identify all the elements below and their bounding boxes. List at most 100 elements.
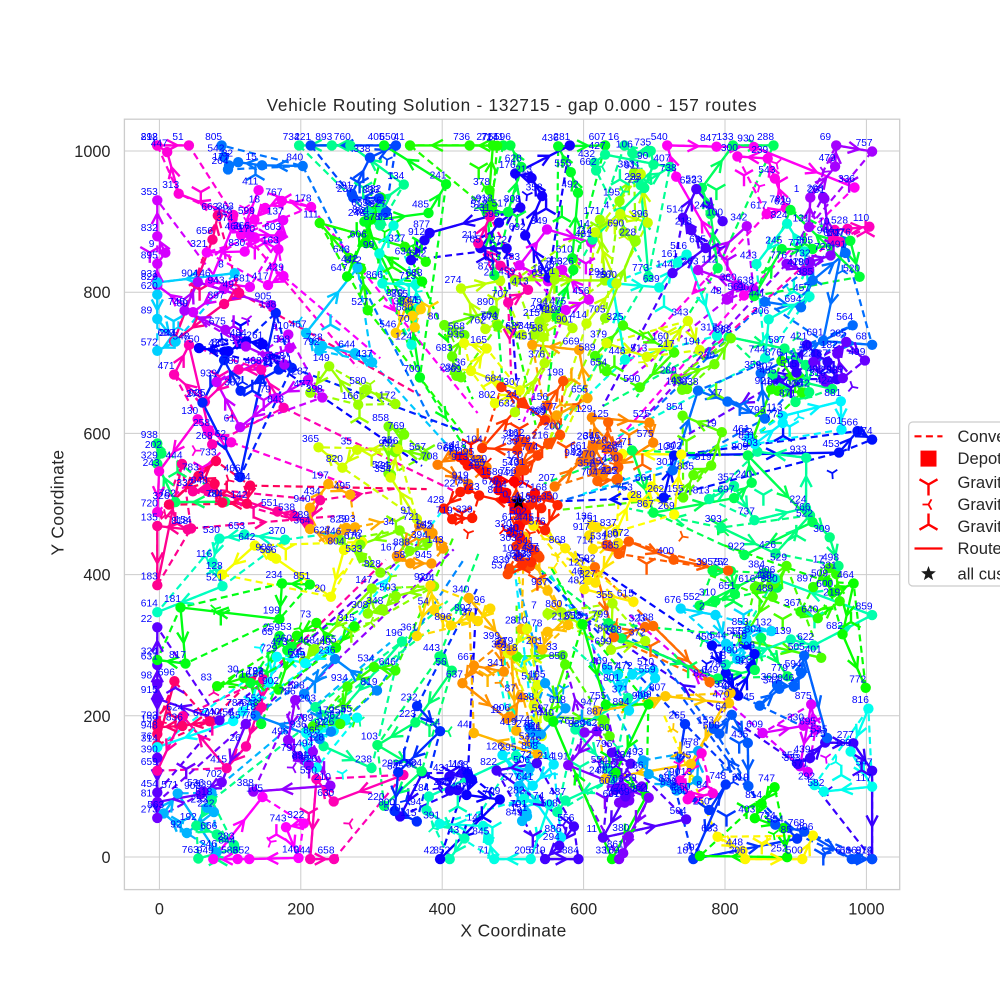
svg-text:740: 740 bbox=[203, 707, 220, 718]
svg-text:381: 381 bbox=[503, 429, 520, 440]
svg-text:190: 190 bbox=[792, 257, 809, 268]
svg-text:945: 945 bbox=[415, 550, 432, 561]
svg-text:129: 129 bbox=[575, 404, 592, 415]
svg-text:195: 195 bbox=[603, 188, 620, 199]
svg-text:492: 492 bbox=[562, 179, 579, 190]
svg-text:1000: 1000 bbox=[848, 901, 884, 919]
svg-text:432: 432 bbox=[578, 149, 595, 160]
svg-text:236: 236 bbox=[318, 646, 335, 657]
svg-text:843: 843 bbox=[267, 394, 284, 405]
svg-text:363: 363 bbox=[217, 201, 234, 212]
svg-text:553: 553 bbox=[245, 694, 262, 705]
svg-text:355: 355 bbox=[596, 590, 613, 601]
svg-text:3: 3 bbox=[198, 470, 204, 481]
svg-text:229: 229 bbox=[545, 305, 562, 316]
svg-text:597: 597 bbox=[532, 703, 549, 714]
svg-text:548: 548 bbox=[173, 332, 190, 343]
svg-text:793: 793 bbox=[141, 711, 158, 722]
svg-text:66: 66 bbox=[443, 443, 455, 454]
svg-text:745: 745 bbox=[168, 297, 185, 308]
svg-text:569: 569 bbox=[613, 787, 630, 798]
svg-text:296: 296 bbox=[382, 759, 399, 770]
svg-text:41: 41 bbox=[394, 132, 406, 143]
svg-text:452: 452 bbox=[590, 457, 607, 468]
svg-text:404: 404 bbox=[722, 682, 739, 693]
svg-text:854: 854 bbox=[666, 402, 683, 413]
svg-text:500: 500 bbox=[786, 846, 803, 857]
svg-text:56: 56 bbox=[435, 657, 447, 668]
svg-text:407: 407 bbox=[653, 154, 670, 165]
svg-text:879: 879 bbox=[856, 846, 873, 857]
svg-text:792: 792 bbox=[303, 337, 320, 348]
svg-text:136: 136 bbox=[576, 512, 593, 523]
svg-text:347: 347 bbox=[763, 675, 780, 686]
svg-text:346: 346 bbox=[583, 431, 600, 442]
svg-text:281: 281 bbox=[553, 132, 570, 143]
svg-text:232: 232 bbox=[401, 693, 418, 704]
svg-text:330: 330 bbox=[787, 712, 804, 723]
svg-text:609: 609 bbox=[746, 719, 763, 730]
svg-text:801: 801 bbox=[603, 673, 620, 684]
svg-text:Routes: Routes bbox=[958, 539, 1000, 558]
svg-text:634: 634 bbox=[395, 247, 412, 258]
svg-text:869: 869 bbox=[445, 364, 462, 375]
svg-text:402: 402 bbox=[450, 781, 467, 792]
svg-text:198: 198 bbox=[547, 368, 564, 379]
svg-text:611: 611 bbox=[835, 846, 852, 857]
svg-text:22: 22 bbox=[141, 614, 153, 625]
svg-text:393: 393 bbox=[705, 514, 722, 525]
svg-text:13: 13 bbox=[681, 767, 693, 778]
svg-text:283: 283 bbox=[218, 832, 235, 843]
svg-text:261: 261 bbox=[246, 331, 263, 342]
svg-text:816: 816 bbox=[852, 695, 869, 706]
svg-text:692: 692 bbox=[509, 222, 526, 233]
svg-text:571: 571 bbox=[161, 780, 178, 791]
svg-text:200: 200 bbox=[83, 708, 110, 726]
svg-text:30: 30 bbox=[227, 664, 239, 675]
svg-text:160: 160 bbox=[652, 332, 669, 343]
svg-text:124: 124 bbox=[395, 331, 412, 342]
svg-text:728: 728 bbox=[306, 332, 323, 343]
svg-text:29: 29 bbox=[628, 174, 640, 185]
svg-text:824: 824 bbox=[771, 210, 788, 221]
svg-text:184: 184 bbox=[412, 783, 429, 794]
svg-text:913: 913 bbox=[451, 452, 468, 463]
svg-text:764: 764 bbox=[480, 311, 497, 322]
svg-text:235: 235 bbox=[440, 362, 457, 373]
svg-text:369: 369 bbox=[761, 672, 778, 683]
svg-text:431: 431 bbox=[433, 763, 450, 774]
svg-text:744: 744 bbox=[749, 345, 766, 356]
svg-text:199: 199 bbox=[263, 606, 280, 617]
svg-text:144: 144 bbox=[656, 260, 673, 271]
svg-text:0: 0 bbox=[155, 901, 164, 919]
svg-text:446: 446 bbox=[609, 346, 626, 357]
svg-text:371: 371 bbox=[612, 685, 629, 696]
svg-text:868: 868 bbox=[549, 535, 566, 546]
svg-text:570: 570 bbox=[384, 803, 401, 814]
svg-text:789: 789 bbox=[296, 713, 313, 724]
svg-text:220: 220 bbox=[368, 792, 385, 803]
svg-text:683: 683 bbox=[436, 343, 453, 354]
svg-text:709: 709 bbox=[483, 786, 500, 797]
svg-text:860: 860 bbox=[545, 599, 562, 610]
svg-text:427: 427 bbox=[589, 141, 606, 152]
svg-text:757: 757 bbox=[856, 138, 873, 149]
svg-text:718: 718 bbox=[239, 702, 256, 713]
svg-text:442: 442 bbox=[341, 254, 358, 265]
svg-text:885: 885 bbox=[292, 751, 309, 762]
svg-text:112: 112 bbox=[701, 255, 718, 266]
svg-text:915: 915 bbox=[141, 685, 158, 696]
svg-text:911: 911 bbox=[624, 161, 641, 172]
svg-text:316: 316 bbox=[809, 368, 826, 379]
svg-text:340: 340 bbox=[452, 585, 469, 596]
svg-text:101: 101 bbox=[677, 846, 694, 857]
svg-text:864: 864 bbox=[352, 205, 369, 216]
svg-text:173: 173 bbox=[730, 626, 747, 637]
svg-text:806: 806 bbox=[758, 565, 775, 576]
svg-text:690: 690 bbox=[607, 218, 624, 229]
svg-text:944: 944 bbox=[817, 226, 834, 237]
svg-text:560: 560 bbox=[671, 786, 688, 797]
svg-text:275: 275 bbox=[516, 719, 533, 730]
svg-text:38: 38 bbox=[393, 297, 405, 308]
svg-text:733: 733 bbox=[200, 448, 217, 459]
